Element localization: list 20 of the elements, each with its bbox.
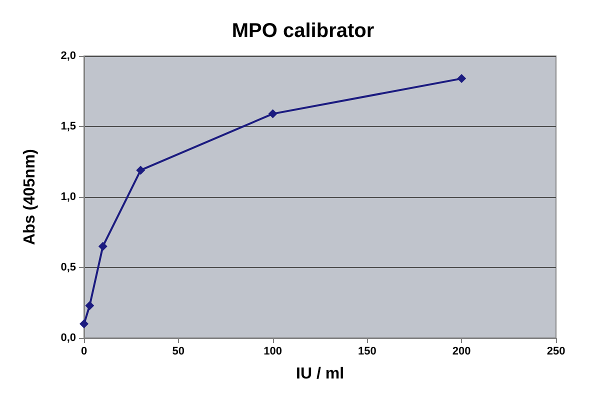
y-tick-label: 0,5 bbox=[60, 262, 76, 274]
x-tick-label: 250 bbox=[546, 346, 566, 358]
y-tick-label: 2,0 bbox=[60, 50, 76, 62]
point bbox=[98, 242, 108, 251]
x-tick-label: 100 bbox=[264, 346, 282, 358]
point bbox=[80, 319, 88, 328]
x-tick-label: 0 bbox=[80, 346, 88, 358]
point bbox=[85, 301, 94, 310]
point bbox=[457, 74, 466, 84]
y-tick-label: 1,5 bbox=[60, 120, 76, 132]
point bbox=[136, 166, 146, 175]
x-tick-label: 150 bbox=[358, 346, 376, 358]
chart-title: MPO calibrator bbox=[232, 20, 374, 42]
x-tick-label: 200 bbox=[452, 346, 471, 358]
y-axis-title: Abs (405nm) bbox=[22, 148, 38, 246]
y-tick-label: 1,0 bbox=[60, 191, 76, 203]
y-tick-label: 0,0 bbox=[60, 332, 76, 344]
point bbox=[268, 109, 278, 118]
x-tick-label: 50 bbox=[172, 346, 185, 358]
x-axis-title: IU / ml bbox=[296, 366, 344, 382]
